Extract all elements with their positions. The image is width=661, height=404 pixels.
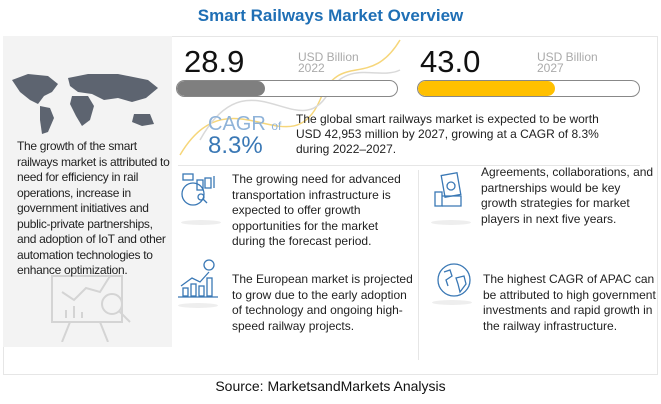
insight-text: The growing need for advanced transporta… bbox=[232, 172, 401, 248]
insight-text: The European market is projected to grow… bbox=[232, 272, 413, 333]
value-2022: 28.9 bbox=[184, 44, 245, 79]
source-caption: Source: MarketsandMarkets Analysis bbox=[215, 378, 446, 394]
globe-icon bbox=[437, 263, 471, 297]
divider-vertical bbox=[418, 170, 419, 360]
icon-shadow bbox=[431, 220, 471, 225]
unit-label: USD Billion bbox=[298, 50, 359, 64]
divider bbox=[178, 165, 640, 166]
progress-bar-2027 bbox=[417, 80, 640, 97]
decorative-curves bbox=[179, 39, 401, 156]
unit-label: USD Billion bbox=[537, 50, 598, 64]
cagr-value: 8.3% bbox=[208, 132, 263, 159]
analytics-icon bbox=[181, 173, 215, 206]
presentation-analytics-icon bbox=[51, 275, 131, 342]
left-panel-text: The growth of the smart railways market … bbox=[17, 139, 170, 277]
world-map-icon bbox=[12, 74, 158, 134]
unit-2022: USD Billion 2022 bbox=[298, 50, 359, 75]
cagr-block: CAGR of 8.3% bbox=[208, 113, 282, 159]
page-title: Smart Railways Market Overview bbox=[197, 6, 464, 25]
progress-bar-2022 bbox=[176, 80, 398, 97]
unit-2027: USD Billion 2027 bbox=[537, 50, 598, 75]
cagr-label: CAGR bbox=[208, 113, 266, 135]
market-description: The global smart railways market is expe… bbox=[296, 112, 599, 156]
icon-shadow bbox=[432, 300, 472, 305]
growth-chart-icon bbox=[178, 259, 218, 298]
year-label: 2022 bbox=[298, 61, 325, 75]
insight-text: Agreements, collaborations, and partners… bbox=[481, 165, 654, 226]
progress-fill-2022 bbox=[177, 81, 265, 96]
progress-fill-2027 bbox=[418, 81, 556, 96]
value-2027: 43.0 bbox=[420, 44, 481, 79]
icon-shadow bbox=[178, 303, 218, 308]
insight-text: The highest CAGR of APAC can be attribut… bbox=[483, 272, 656, 333]
money-hand-icon bbox=[434, 172, 462, 207]
year-label: 2027 bbox=[537, 61, 564, 75]
icon-shadow bbox=[181, 220, 221, 225]
cagr-of: of bbox=[271, 119, 282, 133]
